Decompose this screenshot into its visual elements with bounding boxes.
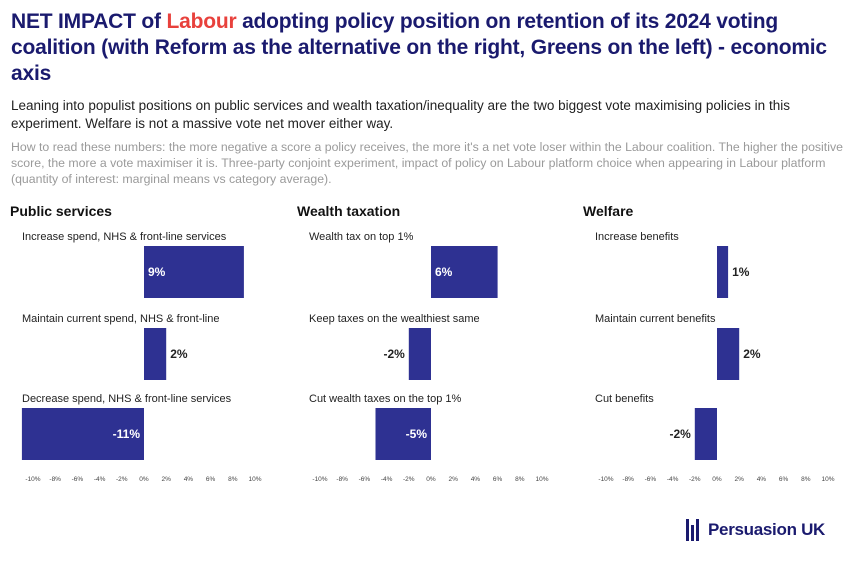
data-label: 9%	[148, 265, 166, 279]
tick-label: 10%	[535, 476, 548, 483]
tick-label: 8%	[228, 476, 238, 483]
title-highlight: Labour	[166, 10, 237, 33]
data-label: -2%	[383, 347, 405, 361]
data-label: -11%	[113, 427, 141, 441]
tick-label: -10%	[312, 476, 327, 483]
tick-label: -6%	[72, 476, 84, 483]
title-part-2: adopting policy position on retention of…	[11, 10, 827, 85]
category-label: Increase spend, NHS & front-line service…	[22, 231, 227, 243]
tick-label: 6%	[779, 476, 789, 483]
tick-label: -6%	[645, 476, 657, 483]
tick-label: 4%	[184, 476, 194, 483]
logo-text: Persuasion UK	[708, 520, 826, 539]
panel-title: Public services	[10, 203, 112, 219]
tick-label: 6%	[493, 476, 503, 483]
tick-label: -4%	[94, 476, 106, 483]
data-label: -5%	[406, 427, 428, 441]
data-label: 2%	[170, 347, 188, 361]
tick-label: 0%	[426, 476, 436, 483]
panel-title: Wealth taxation	[297, 203, 400, 219]
category-label: Cut benefits	[595, 393, 654, 405]
bar	[431, 246, 498, 298]
bar	[21, 408, 144, 460]
tick-label: -8%	[622, 476, 634, 483]
persuasion-uk-logo: Persuasion UK	[686, 517, 825, 543]
tick-label: 10%	[821, 476, 834, 483]
bar	[717, 246, 729, 298]
data-label: -2%	[669, 427, 691, 441]
title-part-1: NET IMPACT of	[11, 10, 167, 33]
category-label: Wealth tax on top 1%	[309, 231, 414, 243]
how-to-read-note: How to read these numbers: the more nega…	[11, 140, 843, 186]
tick-label: 2%	[734, 476, 744, 483]
panel-title: Welfare	[583, 203, 634, 219]
tick-label: -2%	[403, 476, 415, 483]
chart-title: NET IMPACT of Labour adopting policy pos…	[11, 9, 851, 87]
category-label: Maintain current benefits	[595, 313, 716, 325]
bar	[694, 408, 717, 460]
tick-label: -8%	[336, 476, 348, 483]
tick-label: -4%	[667, 476, 679, 483]
chart-subtitle: Leaning into populist positions on publi…	[11, 98, 790, 131]
data-label: 6%	[435, 265, 453, 279]
data-label: 2%	[743, 347, 761, 361]
bar	[375, 408, 431, 460]
tick-label: -2%	[116, 476, 128, 483]
persuasion-bars-icon	[686, 519, 701, 541]
category-label: Decrease spend, NHS & front-line service…	[22, 393, 232, 405]
tick-label: 2%	[448, 476, 458, 483]
bar	[144, 246, 244, 298]
tick-label: 0%	[139, 476, 149, 483]
category-label: Maintain current spend, NHS & front-line	[22, 313, 219, 325]
tick-label: 2%	[161, 476, 171, 483]
chart-area: Public services Increase spend, NHS & fro…	[10, 203, 835, 483]
tick-label: 8%	[801, 476, 811, 483]
tick-label: -8%	[49, 476, 61, 483]
tick-label: 6%	[206, 476, 216, 483]
tick-label: 4%	[757, 476, 767, 483]
tick-label: 8%	[515, 476, 525, 483]
tick-label: 0%	[712, 476, 722, 483]
category-label: Keep taxes on the wealthiest same	[309, 313, 480, 325]
tick-label: -10%	[25, 476, 40, 483]
bar	[717, 328, 740, 380]
data-label: 1%	[732, 265, 750, 279]
tick-label: 4%	[471, 476, 481, 483]
bar	[144, 328, 167, 380]
tick-label: -6%	[359, 476, 371, 483]
tick-label: -2%	[689, 476, 701, 483]
category-label: Increase benefits	[595, 231, 679, 243]
bar	[408, 328, 431, 380]
category-label: Cut wealth taxes on the top 1%	[309, 393, 461, 405]
tick-label: -4%	[381, 476, 393, 483]
tick-label: 10%	[248, 476, 261, 483]
tick-label: -10%	[598, 476, 613, 483]
